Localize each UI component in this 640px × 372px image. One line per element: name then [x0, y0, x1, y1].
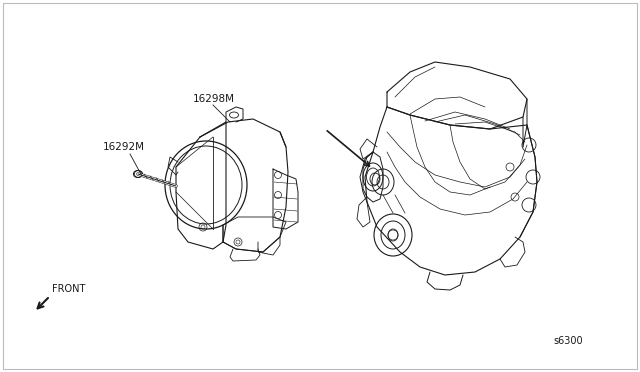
Text: 16298M: 16298M — [193, 94, 235, 104]
Text: 16292M: 16292M — [103, 142, 145, 152]
Ellipse shape — [134, 170, 143, 177]
Text: s6300: s6300 — [553, 336, 582, 346]
Text: FRONT: FRONT — [52, 284, 85, 294]
